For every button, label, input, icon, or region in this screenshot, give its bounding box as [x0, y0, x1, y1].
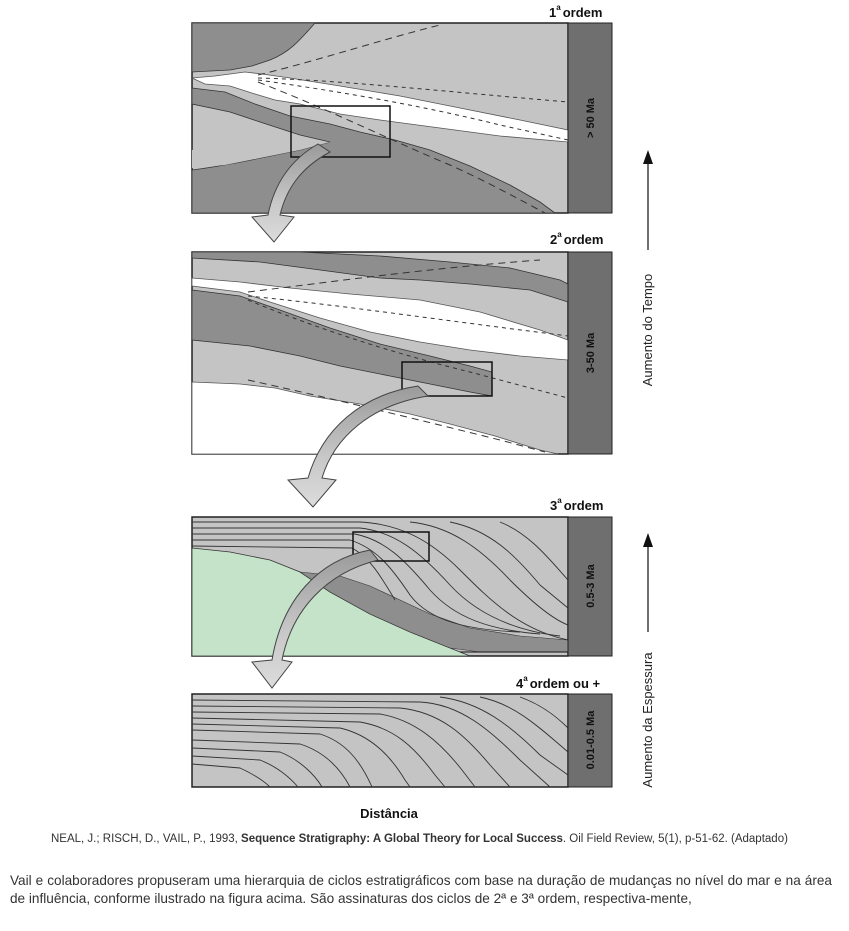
thickness-axis-label: Aumento da Espessura: [640, 652, 655, 788]
zoom-arrow-2: [286, 385, 430, 508]
zoom-arrow-1: [251, 143, 331, 243]
citation: NEAL, J.; RISCH, D., VAIL, P., 1993, Seq…: [51, 833, 788, 845]
panel-1-duration: > 50 Ma: [585, 97, 597, 138]
panel-3-duration: 0.5-3 Ma: [585, 563, 597, 607]
panel-1st-order: [190, 22, 613, 214]
panel-2-duration: 3-50 Ma: [585, 332, 597, 373]
time-axis: Aumento do Tempo: [640, 150, 655, 386]
panel-3rd-order: [191, 516, 613, 657]
panel-2nd-order: [191, 251, 613, 455]
panel-4-order-label: 4a ordem ou +: [516, 674, 601, 691]
stratigraphic-hierarchy-figure: 1a ordem 2a ordem 3a ordem 4a ordem ou + > 5…: [190, 3, 655, 821]
zoom-arrow-3: [251, 549, 379, 689]
distance-axis-label: Distância: [360, 806, 419, 821]
panel-4-duration: 0.01-0.5 Ma: [585, 710, 597, 770]
citation-source: . Oil Field Review, 5(1), p-51-62. (Adap…: [562, 833, 788, 845]
thickness-axis: Aumento da Espessura: [640, 533, 655, 788]
citation-authors: NEAL, J.; RISCH, D., VAIL, P., 1993,: [51, 833, 242, 845]
panel-3-order-label: 3a ordem: [550, 496, 603, 513]
citation-title: Sequence Stratigraphy: A Global Theory f…: [241, 833, 563, 845]
time-axis-label: Aumento do Tempo: [640, 274, 655, 387]
panel-1-order-label: 1a ordem: [549, 3, 602, 20]
panel-2-order-label: 2a ordem: [550, 230, 603, 247]
question-text: Vail e colaboradores propuseram uma hier…: [10, 873, 832, 906]
panel-4th-order: [191, 693, 613, 788]
